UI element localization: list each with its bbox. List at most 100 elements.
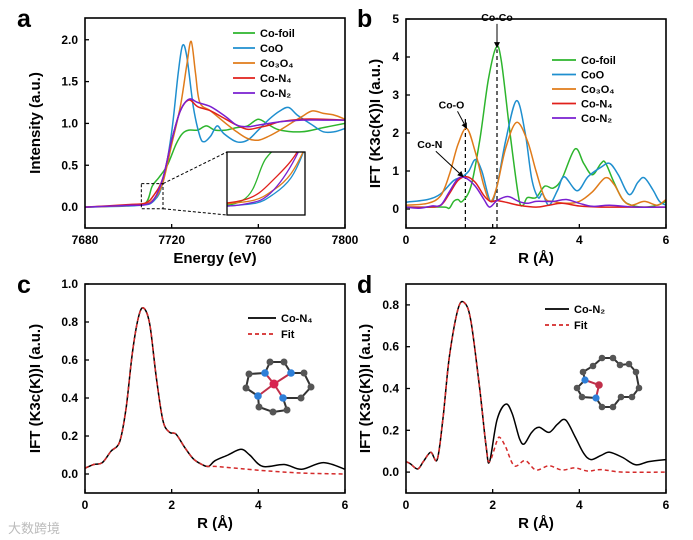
y-axis-label: IFT (K3c(K))I (a.u.) bbox=[367, 59, 384, 188]
inset-series-line-Co-foil bbox=[227, 152, 273, 206]
y-tick-label: 0.2 bbox=[61, 429, 78, 443]
inset-frame bbox=[226, 151, 306, 216]
x-axis-label: R (Å) bbox=[518, 515, 554, 532]
annotation-label: Co-N bbox=[417, 139, 442, 151]
inset-series-line-Co-N₄ bbox=[227, 152, 298, 204]
y-tick-label: 1.0 bbox=[61, 277, 78, 291]
annotation-label: Co-Co bbox=[481, 12, 513, 24]
panel-label-b: b bbox=[357, 5, 372, 33]
y-tick-label: 0.5 bbox=[61, 158, 78, 172]
plot-frame bbox=[405, 18, 667, 229]
x-tick-label: 7800 bbox=[332, 233, 359, 247]
y-tick-label: 1 bbox=[392, 164, 399, 178]
legend-label: Co-N₂ bbox=[260, 88, 291, 100]
y-tick-label: 0.4 bbox=[382, 382, 399, 396]
x-axis-label: Energy (eV) bbox=[173, 250, 256, 267]
series-line-CoO bbox=[406, 99, 666, 206]
legend-label: Co-N₄ bbox=[581, 99, 613, 111]
y-tick-label: 2.0 bbox=[61, 33, 78, 47]
plot-frame bbox=[84, 283, 346, 494]
legend-label: Co-N₄ bbox=[281, 313, 313, 325]
x-tick-label: 7720 bbox=[158, 233, 185, 247]
x-axis-label: R (Å) bbox=[197, 515, 233, 532]
y-tick-label: 3 bbox=[392, 88, 399, 102]
panel-label-a: a bbox=[17, 5, 32, 33]
co-n2-structure-illustration bbox=[573, 354, 643, 411]
legend-label: Fit bbox=[574, 320, 588, 332]
legend-label: Fit bbox=[281, 329, 295, 341]
chart-panel-c: 0 2 4 6 0.0 0.2 0.4 0.6 0.8 1.0 R (Å) IFT (K3c(K))I… bbox=[27, 277, 349, 532]
series-line-Co-N₂ bbox=[406, 176, 666, 209]
x-tick-label: 4 bbox=[576, 233, 583, 247]
x-tick-label: 0 bbox=[82, 498, 89, 512]
series-line-Fit bbox=[85, 307, 345, 475]
y-tick-label: 0.0 bbox=[382, 465, 399, 479]
series-line-Co-N₄ bbox=[85, 307, 345, 471]
legend-label: CoO bbox=[260, 43, 284, 55]
y-tick-label: 0.6 bbox=[61, 353, 78, 367]
x-tick-label: 6 bbox=[663, 233, 670, 247]
y-tick-label: 0.6 bbox=[382, 340, 399, 354]
y-tick-label: 1.0 bbox=[61, 116, 78, 130]
x-axis-label: R (Å) bbox=[518, 250, 554, 267]
x-tick-label: 0 bbox=[403, 498, 410, 512]
x-tick-label: 6 bbox=[342, 498, 349, 512]
x-tick-label: 4 bbox=[576, 498, 583, 512]
y-tick-label: 0.2 bbox=[382, 423, 399, 437]
y-tick-label: 0.0 bbox=[61, 467, 78, 481]
y-tick-label: 1.5 bbox=[61, 75, 78, 89]
y-tick-label: 0 bbox=[392, 202, 399, 216]
series-line-Co₃O₄ bbox=[406, 121, 666, 206]
chart-panel-a: 7680 7720 7760 7800 0.0 0.5 1.0 1.5 2.0 Energy (e… bbox=[27, 17, 359, 267]
inset-series-line-Co-N₂ bbox=[227, 152, 300, 207]
annotation-arrow bbox=[457, 111, 468, 129]
watermark: 大数跨境 bbox=[8, 521, 60, 536]
co-n4-structure-illustration bbox=[242, 358, 315, 416]
series-line-Co₃O₄ bbox=[85, 40, 345, 208]
series-line-Co-N₄ bbox=[85, 99, 345, 208]
panel-label-c: c bbox=[17, 271, 31, 299]
chart-panel-b: 0 2 4 6 0 1 2 3 4 5 R (Å) IFT (K3c(K))I (a.u.) Co-Co… bbox=[367, 12, 670, 267]
legend-label: Co-N₄ bbox=[260, 73, 292, 85]
x-tick-label: 4 bbox=[255, 498, 262, 512]
series-line-Co-foil bbox=[406, 45, 666, 210]
legend-label: Co₃O₄ bbox=[260, 58, 294, 70]
zoom-region-box bbox=[140, 183, 164, 210]
y-tick-label: 5 bbox=[392, 12, 399, 26]
annotation-label: Co-O bbox=[439, 99, 465, 111]
x-tick-label: 2 bbox=[489, 498, 496, 512]
series-line-CoO bbox=[85, 43, 345, 208]
legend-label: CoO bbox=[581, 70, 605, 82]
chart-panel-d: 0 2 4 6 0.0 0.2 0.4 0.6 0.8 R (Å) IFT (K3c(K))I (a… bbox=[357, 283, 670, 532]
inset-connector bbox=[162, 208, 228, 216]
y-tick-label: 4 bbox=[392, 50, 399, 64]
plot-frame bbox=[405, 283, 667, 494]
legend-label: Co-foil bbox=[581, 55, 616, 67]
y-axis-label: Intensity (a.u.) bbox=[27, 72, 44, 174]
y-tick-label: 0.8 bbox=[382, 298, 399, 312]
annotation-arrow bbox=[435, 150, 464, 178]
y-tick-label: 0.0 bbox=[61, 200, 78, 214]
series-line-Co-foil bbox=[85, 118, 345, 208]
x-tick-label: 7680 bbox=[72, 233, 99, 247]
y-tick-label: 0.4 bbox=[61, 391, 78, 405]
series-line-Co-N₂ bbox=[85, 98, 345, 208]
x-tick-label: 2 bbox=[489, 233, 496, 247]
legend-label: Co₃O₄ bbox=[581, 84, 615, 96]
x-tick-label: 6 bbox=[663, 498, 670, 512]
panel-label-d: d bbox=[357, 271, 372, 299]
legend-label: Co-N₂ bbox=[574, 304, 605, 316]
y-axis-label: IFT (K3c(K))I (a.u.) bbox=[357, 324, 374, 453]
y-tick-label: 2 bbox=[392, 126, 399, 140]
legend-label: Co-foil bbox=[260, 28, 295, 40]
x-tick-label: 2 bbox=[168, 498, 175, 512]
y-tick-label: 0.8 bbox=[61, 315, 78, 329]
series-line-Fit bbox=[406, 300, 666, 474]
inset-connector bbox=[162, 151, 228, 185]
y-axis-label: IFT (K3c(K))I (a.u.) bbox=[27, 324, 44, 453]
series-line-Co-N₂ bbox=[406, 300, 666, 470]
x-tick-label: 0 bbox=[403, 233, 410, 247]
x-tick-label: 7760 bbox=[245, 233, 272, 247]
legend-label: Co-N₂ bbox=[581, 113, 612, 125]
